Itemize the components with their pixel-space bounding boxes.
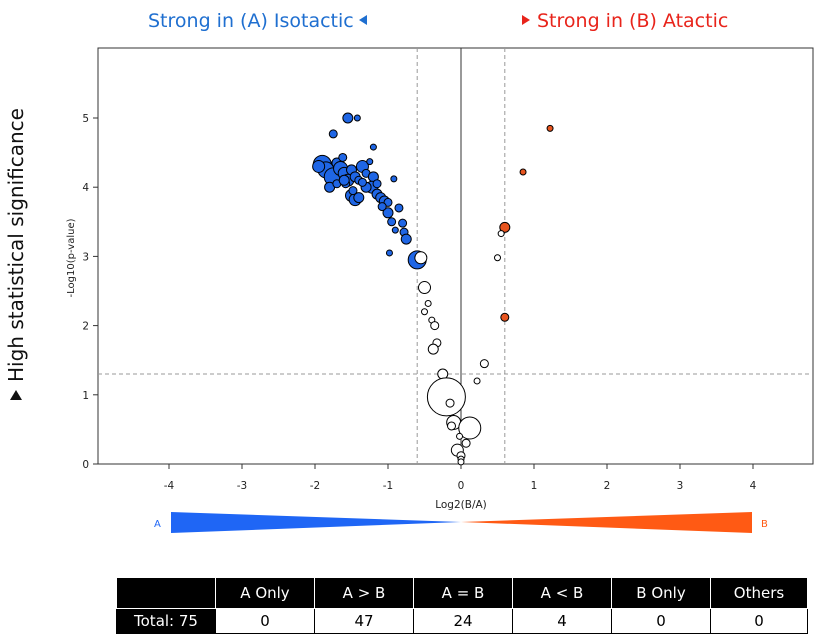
data-point [447, 421, 457, 431]
data-point [473, 377, 481, 385]
scale-label-b: B [761, 519, 768, 530]
x-tick-label: 4 [750, 480, 757, 492]
data-point [414, 251, 428, 265]
data-point [427, 343, 439, 355]
x-tick-label: -2 [310, 480, 320, 492]
data-point [353, 114, 361, 122]
y-axis-label: -Log10(p-value) [66, 218, 77, 297]
table-header-row: A Only A > B A = B A < B B Only Others [116, 577, 808, 609]
data-point [424, 299, 432, 307]
data-point [426, 377, 466, 417]
title-strong-in-a: Strong in (A) Isotactic [148, 10, 367, 32]
x-tick-label: 0 [458, 480, 465, 492]
table-header-cell: A > B [314, 577, 414, 609]
data-point [382, 207, 394, 219]
data-point [519, 168, 527, 176]
data-point [394, 203, 404, 213]
table-cell: 0 [710, 608, 808, 634]
x-tick-label: 2 [604, 480, 611, 492]
data-point [372, 179, 382, 189]
data-point [418, 281, 431, 295]
data-point [398, 218, 408, 228]
table-cell: 47 [314, 608, 414, 634]
scale-bar-right [461, 512, 752, 533]
data-point [391, 226, 399, 234]
table-header-cell: Others [710, 577, 808, 609]
data-point [461, 438, 471, 448]
data-point [497, 230, 505, 238]
table-header-cell: A Only [215, 577, 315, 609]
x-tick-label: -4 [164, 480, 175, 492]
data-point [377, 202, 387, 212]
table-cell: 4 [512, 608, 612, 634]
data-point [328, 129, 338, 139]
data-points [312, 112, 554, 466]
data-point [430, 321, 440, 331]
x-tick-label: 1 [531, 480, 538, 492]
summary-table: A Only A > B A = B A < B B Only Others T… [116, 577, 808, 634]
y-tick-label: 3 [82, 251, 89, 263]
data-point [546, 124, 554, 132]
data-point [400, 233, 412, 245]
data-point [338, 174, 350, 186]
data-point [338, 152, 348, 162]
x-tick-label: -1 [383, 480, 393, 492]
data-point [494, 254, 501, 262]
data-point [457, 458, 465, 466]
table-row: Total: 75 0 47 24 4 0 0 [116, 608, 808, 634]
volcano-plot: -4 -3 -2 -1 0 1 2 3 4 0 1 2 3 4 5 Log2(B/A) -Log10(p-v… [66, 47, 814, 533]
data-point [445, 398, 455, 408]
scale-bar-left [171, 512, 461, 533]
data-point [312, 159, 326, 173]
y-tick-label: 5 [82, 113, 89, 125]
data-point [369, 143, 377, 151]
data-point [353, 192, 365, 204]
y-tick-label: 4 [82, 182, 89, 194]
data-point [458, 416, 482, 440]
data-point [456, 432, 464, 440]
data-point [385, 249, 393, 257]
table-header-cell: A < B [512, 577, 612, 609]
table-cell: 0 [215, 608, 315, 634]
data-point [499, 221, 511, 233]
data-point [342, 112, 354, 124]
left-triangle-icon [358, 15, 367, 25]
data-point [357, 177, 367, 187]
axis-ticks: -4 -3 -2 -1 0 1 2 3 4 0 1 2 3 4 5 [82, 113, 756, 492]
data-point [390, 175, 398, 183]
table-header-cell [116, 577, 216, 609]
fold-change-scale-bar: A B [154, 512, 768, 533]
data-point [387, 217, 397, 227]
table-cell: 24 [413, 608, 513, 634]
x-axis-label: Log2(B/A) [435, 499, 487, 511]
y-tick-label: 2 [82, 321, 89, 333]
table-row-label: Total: 75 [116, 608, 216, 634]
right-triangle-icon [522, 15, 530, 25]
x-tick-label: -3 [237, 480, 247, 492]
table-header-cell: B Only [611, 577, 711, 609]
table-cell: 0 [611, 608, 711, 634]
x-tick-label: 3 [677, 480, 684, 492]
title-strong-in-b: Strong in (B) Atactic [522, 10, 728, 32]
scale-label-a: A [154, 519, 161, 530]
data-point [366, 158, 374, 166]
data-point [348, 186, 358, 196]
data-point [500, 312, 510, 322]
table-header-cell: A = B [413, 577, 513, 609]
data-point [479, 359, 489, 369]
y-tick-label: 0 [82, 459, 89, 471]
y-tick-label: 1 [82, 390, 89, 402]
data-point [421, 308, 428, 316]
